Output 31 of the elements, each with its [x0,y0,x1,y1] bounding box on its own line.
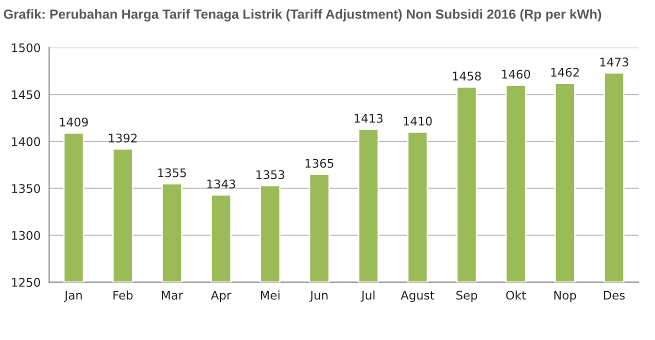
data-label: 1462 [551,68,579,77]
data-label: 1473 [600,58,628,66]
x-tick-label: Feb [114,290,133,300]
x-tick-label: Jul [360,290,374,302]
y-tick-label: 1250 [12,278,40,287]
data-label: 1353 [256,170,284,180]
x-tick-label: Jun [309,290,328,302]
chart-title: Grafik: Perubahan Harga Tarif Tenaga Listrik (Tariff Adjustment) Non Subsidi 2016 (Rp per kWh) [4,9,602,22]
y-tick-label: 1300 [12,231,40,240]
data-label: 1409 [60,118,88,127]
data-label: 1460 [502,70,530,79]
x-tick-label: Sep [456,290,478,302]
y-tick-label: 1500 [12,43,40,52]
x-tick-label: Agust [400,290,434,302]
y-tick-label: 1400 [12,137,40,146]
data-label: 1355 [158,168,186,178]
x-tick-label: Des [604,290,625,300]
x-tick-label: Mei [260,290,280,300]
data-label: 1458 [452,72,481,81]
data-label: 1365 [306,158,334,168]
x-tick-label: Nop [554,290,576,302]
x-tick-label: Jan [64,290,82,302]
y-tick-label: 1350 [12,184,40,194]
data-label: 1343 [207,180,236,188]
y-tick-label: 1450 [12,90,40,100]
x-tick-label: Apr [210,290,232,302]
data-label: 1413 [354,114,383,123]
x-tick-label: Okt [506,290,526,300]
data-label: 1392 [109,134,137,142]
data-label: 1410 [404,116,432,126]
x-tick-label: Mar [162,290,184,300]
